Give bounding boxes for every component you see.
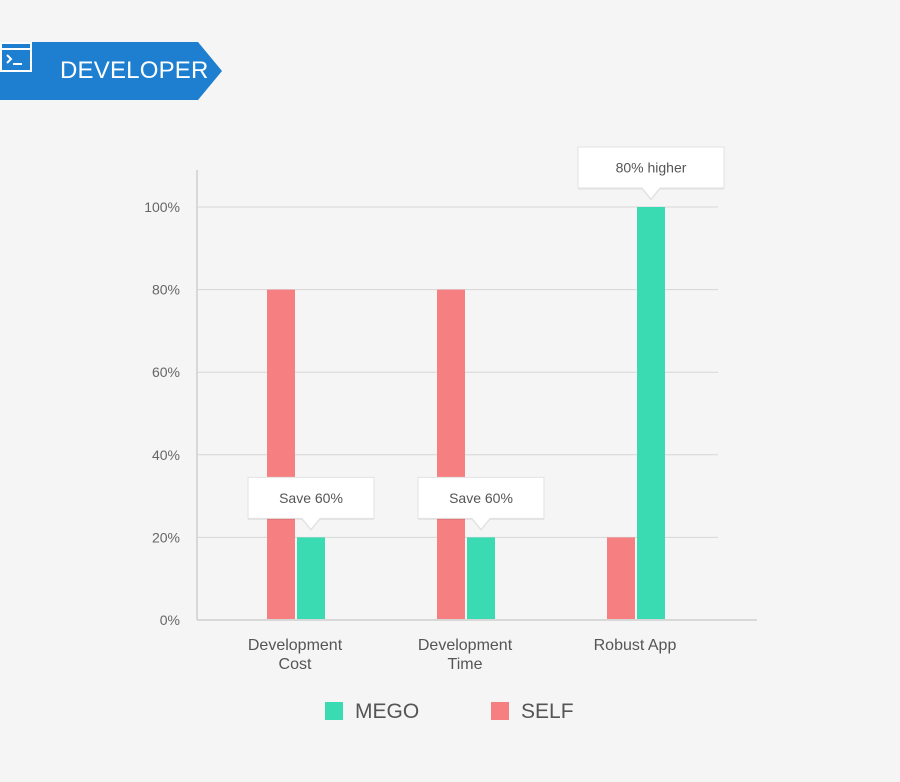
bar-mego: [467, 537, 495, 619]
banner-ribbon: [0, 42, 222, 100]
y-tick-label: 40%: [152, 447, 180, 463]
bar-mego: [297, 537, 325, 619]
legend-label-mego: MEGO: [355, 700, 419, 723]
y-tick-label: 60%: [152, 364, 180, 380]
developer-banner: DEVELOPER: [0, 42, 222, 100]
y-tick-label: 0%: [160, 612, 180, 628]
callout-box: [417, 476, 545, 531]
bar-self: [437, 289, 465, 619]
x-category-label: Cost: [279, 656, 312, 673]
x-category-label: Time: [448, 656, 483, 673]
y-tick-label: 20%: [152, 529, 180, 545]
legend-label-self: SELF: [521, 700, 574, 723]
bar-self: [267, 289, 295, 619]
callout-label: 80% higher: [616, 160, 687, 176]
legend-swatch-self: [491, 702, 509, 720]
legend-swatch-mego: [325, 702, 343, 720]
callout-box: [247, 476, 375, 531]
callout-label: Save 60%: [279, 490, 343, 506]
bar-self: [607, 537, 635, 619]
bar-mego: [637, 207, 665, 619]
terminal-icon: [0, 42, 32, 72]
y-tick-label: 100%: [144, 199, 180, 215]
x-category-label: Development: [418, 637, 513, 654]
callout-box: [577, 146, 725, 200]
x-category-label: Robust App: [594, 637, 677, 654]
x-category-label: Development: [248, 637, 343, 654]
callout-label: Save 60%: [449, 490, 513, 506]
page-title: DEVELOPER: [60, 57, 209, 84]
y-tick-label: 80%: [152, 282, 180, 298]
